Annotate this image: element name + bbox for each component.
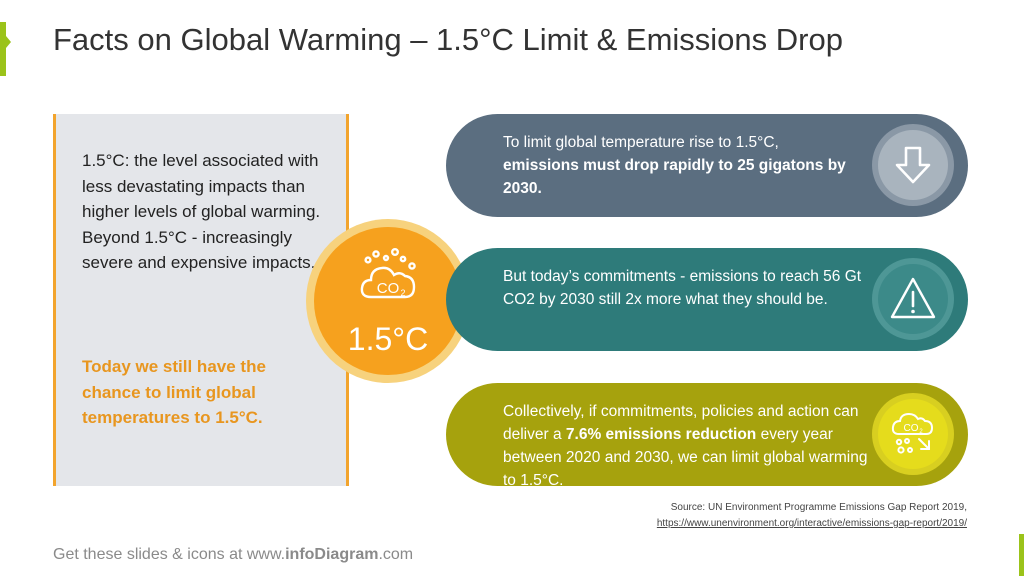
fact-pill-1-text-regular: To limit global temperature rise to 1.5°… <box>503 134 779 151</box>
fact-pill-3-text-after: every year between 2020 and 2030, we can… <box>503 426 868 489</box>
svg-text:2: 2 <box>400 288 405 298</box>
co2-reduction-icon: CO 2 <box>891 412 934 454</box>
corner-accent-mark <box>1019 534 1024 576</box>
center-value: 1.5°C <box>347 321 429 357</box>
fact-pill-3-icon-circle: CO 2 <box>872 393 954 475</box>
source-link[interactable]: https://www.unenvironment.org/interactiv… <box>656 518 967 529</box>
footer-prefix: Get these slides & icons at www. <box>53 546 286 563</box>
fact-pill-2: But today’s commitments - emissions to r… <box>446 248 968 351</box>
left-panel-body: 1.5°C: the level associated with less de… <box>82 151 321 272</box>
fact-pill-2-icon-circle <box>872 258 954 340</box>
fact-pill-3-text: Collectively, if commitments, policies a… <box>503 400 873 492</box>
fact-pill-3-text-bold: 7.6% emissions reduction <box>565 426 757 443</box>
footer-brand: infoDiagram <box>285 546 379 563</box>
left-panel-highlight: Today we still have the chance to limit … <box>82 357 266 427</box>
co2-cloud-icon: CO 2 <box>357 247 419 309</box>
fact-pill-1-text-bold: emissions must drop rapidly to 25 gigato… <box>503 157 846 197</box>
source-citation: Source: UN Environment Programme Emissio… <box>537 500 967 532</box>
footer-credit: Get these slides & icons at www.infoDiag… <box>53 546 413 564</box>
arrow-down-icon <box>895 146 931 184</box>
center-badge-inner: CO 2 1.5°C <box>314 227 462 375</box>
warning-icon <box>890 277 936 319</box>
accent-mark <box>0 22 11 76</box>
fact-pill-2-text: But today’s commitments - emissions to r… <box>503 268 862 308</box>
svg-text:CO: CO <box>377 280 400 297</box>
center-badge: CO 2 1.5°C <box>306 219 470 383</box>
footer-suffix: .com <box>378 546 414 563</box>
fact-pill-1: To limit global temperature rise to 1.5°… <box>446 114 968 217</box>
fact-pill-3-text-before: Collectively, if commitments, policies a… <box>503 403 859 443</box>
svg-text:2: 2 <box>919 429 923 435</box>
fact-pill-1-text: To limit global temperature rise to 1.5°… <box>503 131 873 200</box>
fact-pill-3: Collectively, if commitments, policies a… <box>446 383 968 489</box>
page-title: Facts on Global Warming – 1.5°C Limit & … <box>53 22 843 57</box>
source-text: Source: UN Environment Programme Emissio… <box>670 502 967 513</box>
svg-text:CO: CO <box>904 423 919 434</box>
left-info-panel: 1.5°C: the level associated with less de… <box>53 114 349 486</box>
fact-pill-1-icon-circle <box>872 124 954 206</box>
